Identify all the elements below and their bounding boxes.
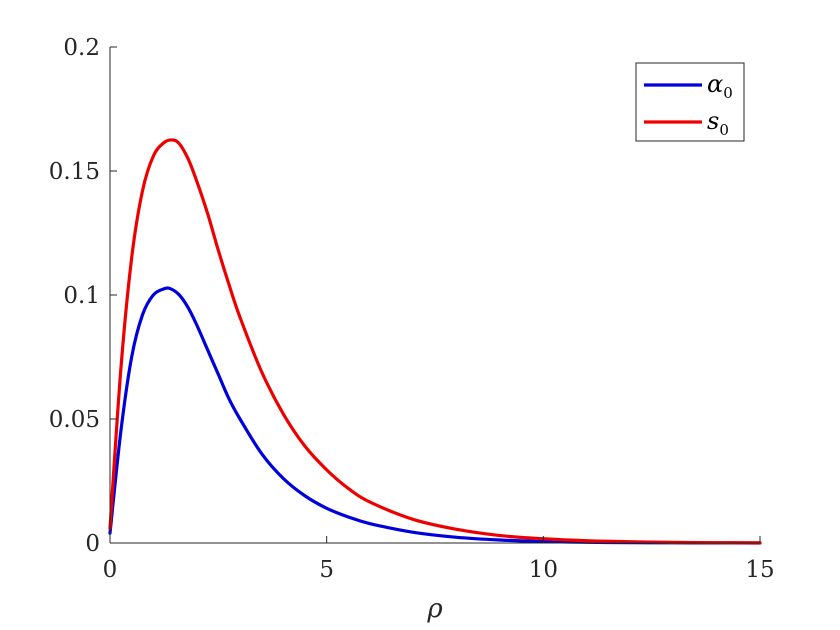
series-line-0 xyxy=(108,286,762,545)
legend-label-subscript: 0 xyxy=(723,84,733,102)
y-ticks: 0 0.05 0.1 0.15 0.2 xyxy=(49,35,117,557)
legend-label-base: α xyxy=(707,70,723,98)
y-tick-label: 0.2 xyxy=(63,35,100,61)
x-axis-title: ρ xyxy=(426,594,443,624)
legend-label-subscript: 0 xyxy=(719,121,729,139)
y-tick-label: 0.15 xyxy=(49,159,100,185)
y-tick-label: 0.1 xyxy=(63,283,100,309)
legend-label-0: α0 xyxy=(707,70,733,102)
x-tick-label: 10 xyxy=(529,557,558,583)
legend-box xyxy=(635,62,745,142)
x-tick-label: 0 xyxy=(103,557,118,583)
x-tick-label: 5 xyxy=(319,557,334,583)
legend-label-1: s0 xyxy=(707,107,729,139)
x-tick-label: 15 xyxy=(745,557,774,583)
legend-label-base: s xyxy=(707,107,719,135)
plot-lines xyxy=(108,138,762,545)
y-tick-label: 0 xyxy=(85,531,100,557)
y-tick-label: 0.05 xyxy=(49,407,100,433)
series-line-1 xyxy=(108,138,762,545)
x-ticks: 0 5 10 15 xyxy=(103,536,775,583)
